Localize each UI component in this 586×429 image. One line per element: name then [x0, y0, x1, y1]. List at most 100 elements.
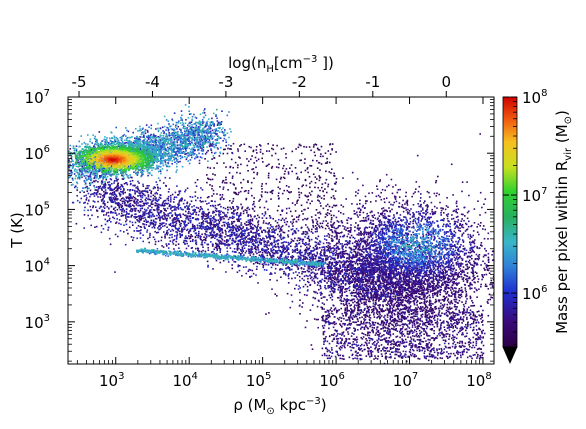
heatmap-cell — [282, 241, 284, 244]
heatmap-cell — [355, 240, 357, 242]
heatmap-cell — [428, 277, 430, 279]
heatmap-cell — [457, 227, 459, 229]
heatmap-cell — [154, 202, 157, 204]
heatmap-cell — [472, 240, 474, 242]
heatmap-cell — [356, 302, 359, 304]
heatmap-cell — [216, 162, 218, 164]
heatmap-cell — [240, 144, 242, 146]
heatmap-cell — [308, 252, 311, 254]
heatmap-cell — [424, 306, 427, 309]
heatmap-cell — [447, 308, 450, 310]
heatmap-cell — [417, 271, 419, 274]
heatmap-cell — [362, 220, 364, 222]
heatmap-cell — [358, 267, 361, 270]
heatmap-cell — [275, 178, 278, 181]
heatmap-cell — [328, 349, 330, 352]
heatmap-cell — [333, 214, 335, 217]
heatmap-cell — [367, 347, 370, 350]
heatmap-cell — [311, 219, 314, 221]
heatmap-cell — [116, 183, 119, 185]
heatmap-cell — [357, 224, 359, 227]
heatmap-cell — [384, 215, 386, 217]
heatmap-cell — [428, 355, 431, 358]
heatmap-cell — [434, 292, 437, 294]
heatmap-cell — [396, 345, 399, 347]
heatmap-cell — [162, 218, 164, 220]
heatmap-cell — [350, 234, 353, 237]
heatmap-cell — [431, 287, 434, 290]
heatmap-cell — [325, 245, 328, 248]
heatmap-cell — [403, 345, 405, 347]
heatmap-cell — [412, 222, 414, 225]
heatmap-cell — [348, 322, 351, 325]
heatmap-cell — [393, 346, 395, 348]
heatmap-cell — [340, 307, 342, 310]
heatmap-cell — [313, 144, 315, 146]
heatmap-cell — [402, 280, 404, 283]
heatmap-cell — [445, 270, 447, 272]
heatmap-cell — [394, 313, 396, 316]
heatmap-cell — [480, 222, 482, 224]
heatmap-cell — [424, 278, 426, 280]
heatmap-cell — [313, 275, 316, 278]
heatmap-cell — [371, 279, 373, 281]
heatmap-cell — [240, 203, 242, 206]
heatmap-cell — [395, 287, 397, 289]
heatmap-cell — [404, 232, 407, 234]
heatmap-cell — [317, 235, 320, 238]
heatmap-cell — [255, 236, 257, 239]
heatmap-cell — [321, 354, 324, 357]
heatmap-cell — [402, 301, 404, 303]
heatmap-cell — [367, 217, 370, 220]
heatmap-cell — [199, 206, 202, 208]
heatmap-cell — [410, 301, 412, 303]
heatmap-cell — [361, 322, 363, 325]
heatmap-cell — [476, 289, 478, 292]
heatmap-cell — [431, 328, 433, 330]
heatmap-cell — [386, 210, 388, 213]
heatmap-cell — [444, 253, 446, 256]
heatmap-cell — [281, 225, 284, 227]
heatmap-cell — [459, 289, 462, 292]
heatmap-cell — [257, 221, 259, 224]
heatmap-cell — [426, 295, 429, 298]
heatmap-cell — [304, 326, 307, 329]
heatmap-cell — [447, 298, 449, 300]
heatmap-cell — [418, 329, 421, 332]
heatmap-cell — [464, 345, 466, 348]
heatmap-cell — [117, 184, 119, 187]
heatmap-cell — [378, 299, 380, 301]
heatmap-cell — [316, 178, 318, 180]
heatmap-cell — [204, 158, 206, 160]
heatmap-cell — [446, 292, 448, 294]
heatmap-cell — [463, 348, 465, 351]
heatmap-cell — [345, 260, 348, 262]
heatmap-cell — [408, 333, 410, 336]
heatmap-cell — [354, 287, 357, 289]
heatmap-cell — [440, 209, 443, 212]
heatmap-cell — [263, 250, 266, 252]
heatmap-cell — [338, 347, 341, 349]
heatmap-cell — [357, 239, 360, 241]
heatmap-cell — [281, 217, 284, 220]
heatmap-cell — [404, 328, 406, 331]
heatmap-cell — [365, 338, 367, 340]
heatmap-cell — [391, 307, 394, 310]
heatmap-cell — [443, 212, 445, 214]
heatmap-cell — [432, 232, 434, 234]
heatmap-cell — [308, 175, 311, 178]
heatmap-cell — [352, 347, 355, 349]
heatmap-cell — [449, 228, 452, 231]
heatmap-cell — [339, 267, 342, 269]
heatmap-cell — [444, 298, 446, 300]
heatmap-cell — [305, 184, 308, 187]
heatmap-cell — [294, 210, 297, 212]
heatmap-cell — [461, 223, 464, 226]
heatmap-cell — [450, 352, 452, 355]
heatmap-cell — [374, 286, 377, 289]
heatmap-cell — [378, 306, 381, 308]
heatmap-cell — [310, 230, 313, 233]
heatmap-cell — [380, 228, 383, 230]
heatmap-cell — [360, 336, 362, 339]
heatmap-cell — [336, 268, 338, 271]
